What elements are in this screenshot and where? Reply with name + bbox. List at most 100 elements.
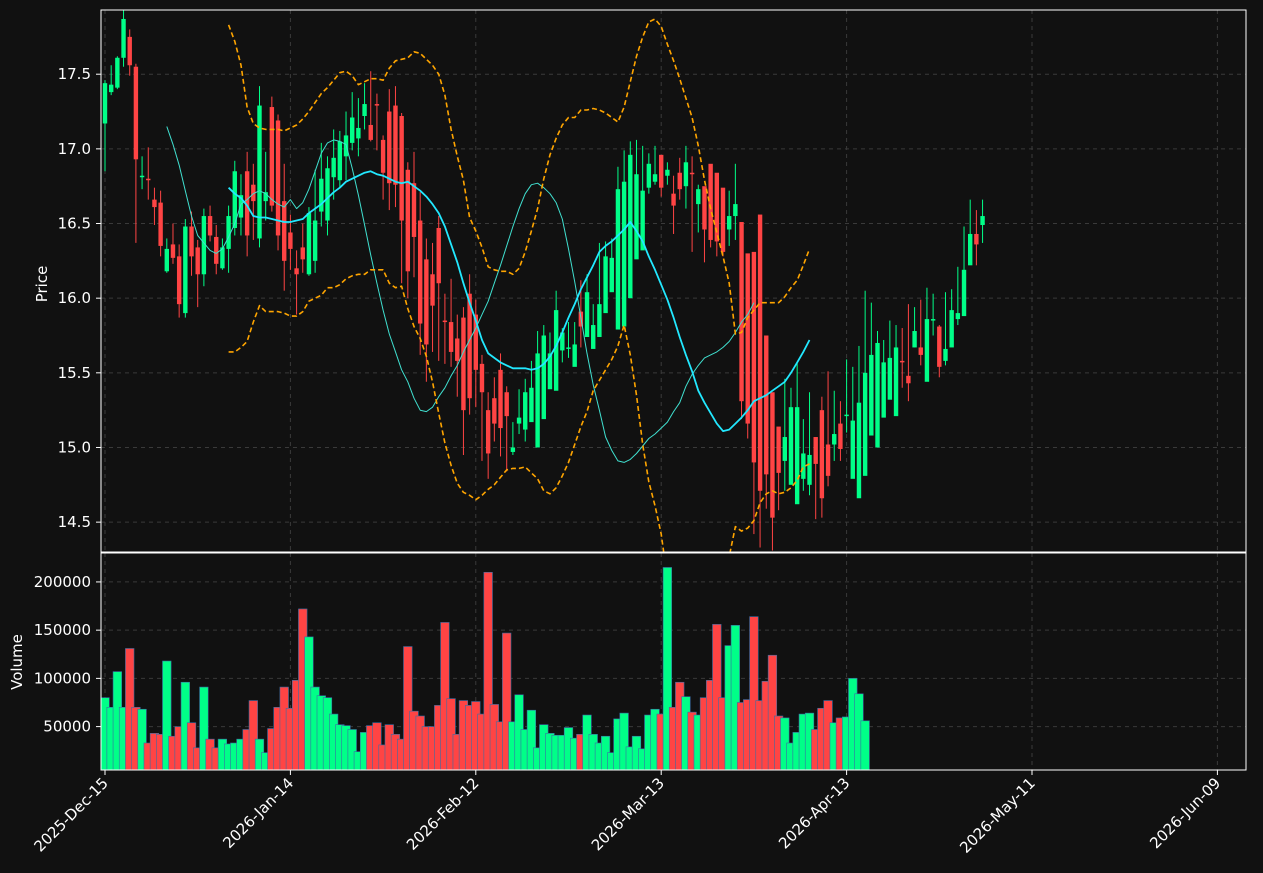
candle-up	[912, 331, 917, 348]
candle-up	[584, 292, 590, 337]
candle-down	[745, 253, 750, 424]
candle-up	[238, 195, 244, 218]
sma-slow-line	[227, 170, 811, 433]
candle-down	[127, 36, 132, 66]
candle-up	[362, 104, 367, 117]
candle-up	[139, 175, 145, 178]
price-y-tick-label: 15.5	[58, 364, 91, 382]
candle-down	[133, 66, 139, 160]
candle-down	[825, 444, 831, 476]
candle-up	[980, 216, 985, 226]
candle-down	[819, 410, 825, 499]
candle-up	[961, 269, 967, 317]
candle-up	[603, 256, 608, 314]
candle-up	[183, 226, 188, 314]
candle-down	[448, 322, 454, 352]
candle-up	[331, 157, 336, 178]
candle-up	[943, 348, 948, 361]
candle-up	[560, 332, 565, 351]
candle-down	[294, 268, 299, 275]
candle-down	[467, 293, 472, 399]
volume-bar-down	[248, 700, 258, 770]
candle-down	[189, 226, 194, 257]
candle-up	[516, 417, 522, 424]
candle-up	[356, 127, 361, 139]
indicator-lines	[166, 18, 811, 552]
candle-down	[195, 247, 200, 275]
candle-up	[510, 447, 516, 452]
candle-down	[677, 172, 682, 190]
candle-down	[300, 247, 305, 260]
bollinger-upper-line	[227, 18, 811, 335]
candle-up	[930, 319, 936, 321]
volume-bar-up	[199, 686, 209, 770]
candle-down	[244, 171, 250, 236]
candle-up	[683, 162, 689, 187]
candle-up	[201, 216, 207, 275]
candle-down	[368, 124, 373, 140]
candle-down	[708, 163, 713, 240]
candle-down	[282, 201, 287, 261]
volume-bar-up	[347, 729, 357, 770]
candle-up	[881, 362, 886, 418]
volume-y-tick-label: 150000	[34, 621, 91, 639]
candle-down	[900, 360, 905, 363]
candle-down	[461, 317, 466, 411]
candle-up	[949, 310, 954, 348]
volume-y-tick-label: 50000	[43, 718, 91, 736]
candle-down	[405, 169, 411, 272]
candle-up	[788, 407, 794, 485]
candle-down	[176, 256, 182, 305]
candle-down	[504, 392, 509, 417]
price-y-tick-label: 14.5	[58, 513, 91, 531]
candle-down	[906, 375, 911, 384]
candle-up	[350, 117, 355, 143]
candle-down	[479, 363, 485, 393]
candle-down	[659, 154, 664, 188]
candle-up	[572, 344, 577, 367]
candle-up	[529, 387, 534, 423]
candle-up	[319, 178, 324, 212]
candle-up	[924, 319, 930, 382]
volume-bar-down	[403, 646, 413, 770]
candle-down	[146, 178, 151, 181]
candle-up	[646, 163, 652, 188]
candle-down	[739, 222, 744, 402]
sma-fast-line	[166, 126, 755, 463]
candle-down	[770, 392, 775, 518]
volume-y-tick-label: 200000	[34, 573, 91, 591]
volume-grid	[101, 553, 1246, 770]
candle-up	[108, 84, 114, 93]
volume-bar-up	[162, 660, 172, 770]
volume-bar-up	[619, 712, 629, 770]
candle-down	[288, 232, 293, 249]
candle-down	[417, 220, 423, 324]
candle-up	[257, 105, 262, 239]
candle-up	[955, 313, 961, 320]
candle-up	[844, 414, 849, 417]
candle-down	[757, 214, 763, 491]
price-y-tick-label: 16.5	[58, 215, 91, 233]
candle-up	[621, 181, 627, 327]
volume-bar-down	[502, 632, 512, 770]
candle-up	[609, 257, 614, 293]
candle-down	[974, 233, 979, 245]
candle-up	[634, 174, 639, 260]
candle-up	[597, 304, 602, 337]
candle-down	[152, 199, 157, 208]
candle-up	[523, 392, 528, 430]
candle-down	[411, 183, 417, 237]
candle-down	[424, 259, 429, 345]
candle-down	[374, 104, 380, 106]
candle-down	[430, 274, 435, 306]
candle-up	[121, 18, 126, 58]
candlesticks	[102, 10, 985, 551]
candle-up	[535, 353, 540, 448]
price-plot-area	[101, 10, 1246, 552]
volume-plot-clip	[101, 567, 870, 770]
candle-up	[832, 434, 837, 445]
candle-down	[387, 111, 392, 184]
candle-up	[263, 192, 268, 202]
candle-down	[498, 369, 503, 429]
